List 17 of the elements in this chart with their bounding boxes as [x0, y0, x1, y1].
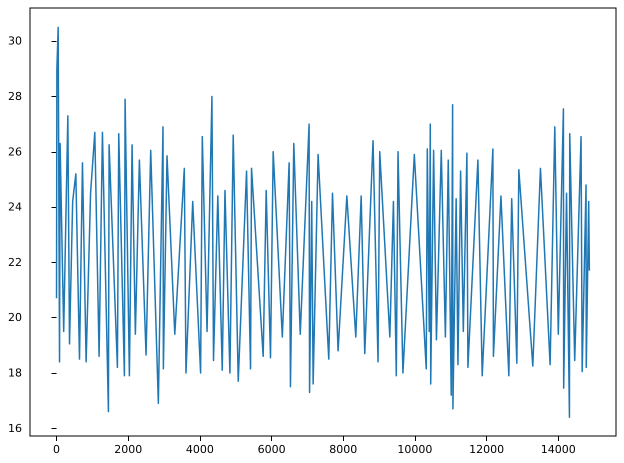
x-tick-label: 6000: [258, 443, 286, 456]
x-tick-label: 4000: [186, 443, 214, 456]
x-tick-label: 14000: [540, 443, 576, 456]
y-tick-label: 20: [8, 311, 22, 324]
y-tick-label: 16: [8, 422, 22, 435]
y-tick-label: 18: [8, 366, 22, 380]
line-series: [56, 26, 590, 418]
y-tick-label: 24: [8, 200, 22, 214]
x-tick-label: 10000: [397, 443, 432, 456]
y-tick-label: 22: [8, 256, 22, 269]
x-tick-label: 2000: [114, 443, 142, 456]
y-tick-label: 28: [8, 90, 22, 103]
x-tick-label: 0: [53, 443, 60, 456]
y-tick-label: 26: [8, 145, 22, 158]
x-tick-label: 12000: [469, 443, 504, 456]
x-tick-label: 8000: [329, 443, 358, 456]
y-tick-label: 30: [8, 34, 22, 48]
